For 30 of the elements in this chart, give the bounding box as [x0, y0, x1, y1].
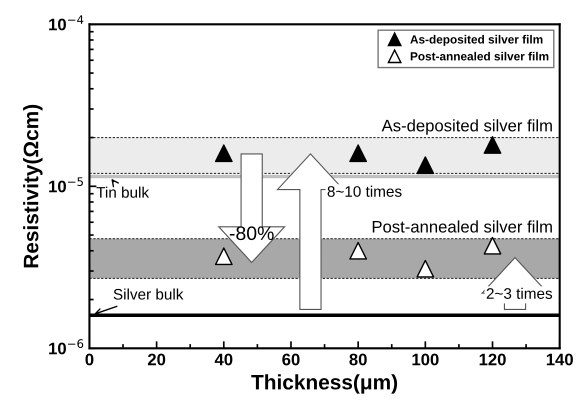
- y-axis-title: Resistivity(Ωcm): [23, 104, 43, 268]
- point: [349, 242, 368, 260]
- x-tick-label: 120: [480, 354, 506, 366]
- point: [349, 144, 368, 162]
- ref-line-label: Silver bulk: [114, 288, 184, 300]
- x-tick-label: 140: [546, 354, 573, 366]
- x-tick-label: 40: [214, 354, 232, 366]
- point: [416, 156, 434, 174]
- x-tick-label: 0: [85, 354, 94, 366]
- y-tick-label: 10$^{−6}$: [49, 339, 84, 354]
- x-tick-label: 80: [349, 354, 367, 366]
- legend-label: As-deposited silver film: [410, 34, 542, 46]
- annotation: 2~3 times: [486, 288, 552, 299]
- x-axis-title: Thickness(μm): [251, 374, 398, 394]
- point: [484, 136, 502, 154]
- band-label: As-deposited silver film: [382, 119, 552, 135]
- x-tick-label: 60: [282, 354, 300, 366]
- point: [416, 260, 434, 278]
- y-tick-label: 10$^{−5}$: [49, 177, 83, 192]
- x-tick-label: 100: [412, 354, 439, 366]
- annotation: 8~10 times: [328, 186, 402, 197]
- point: [484, 236, 502, 255]
- point: [214, 247, 233, 266]
- point: [214, 144, 233, 162]
- ref-line-label: Tin bulk: [96, 186, 150, 198]
- legend-label: Post-annealed silver film: [410, 52, 548, 61]
- band-label: Post-annealed silver film: [372, 220, 552, 233]
- y-tick-label: 10$^{−4}$: [49, 15, 84, 30]
- annotation: -80%: [230, 226, 274, 240]
- x-tick-label: 20: [148, 354, 166, 366]
